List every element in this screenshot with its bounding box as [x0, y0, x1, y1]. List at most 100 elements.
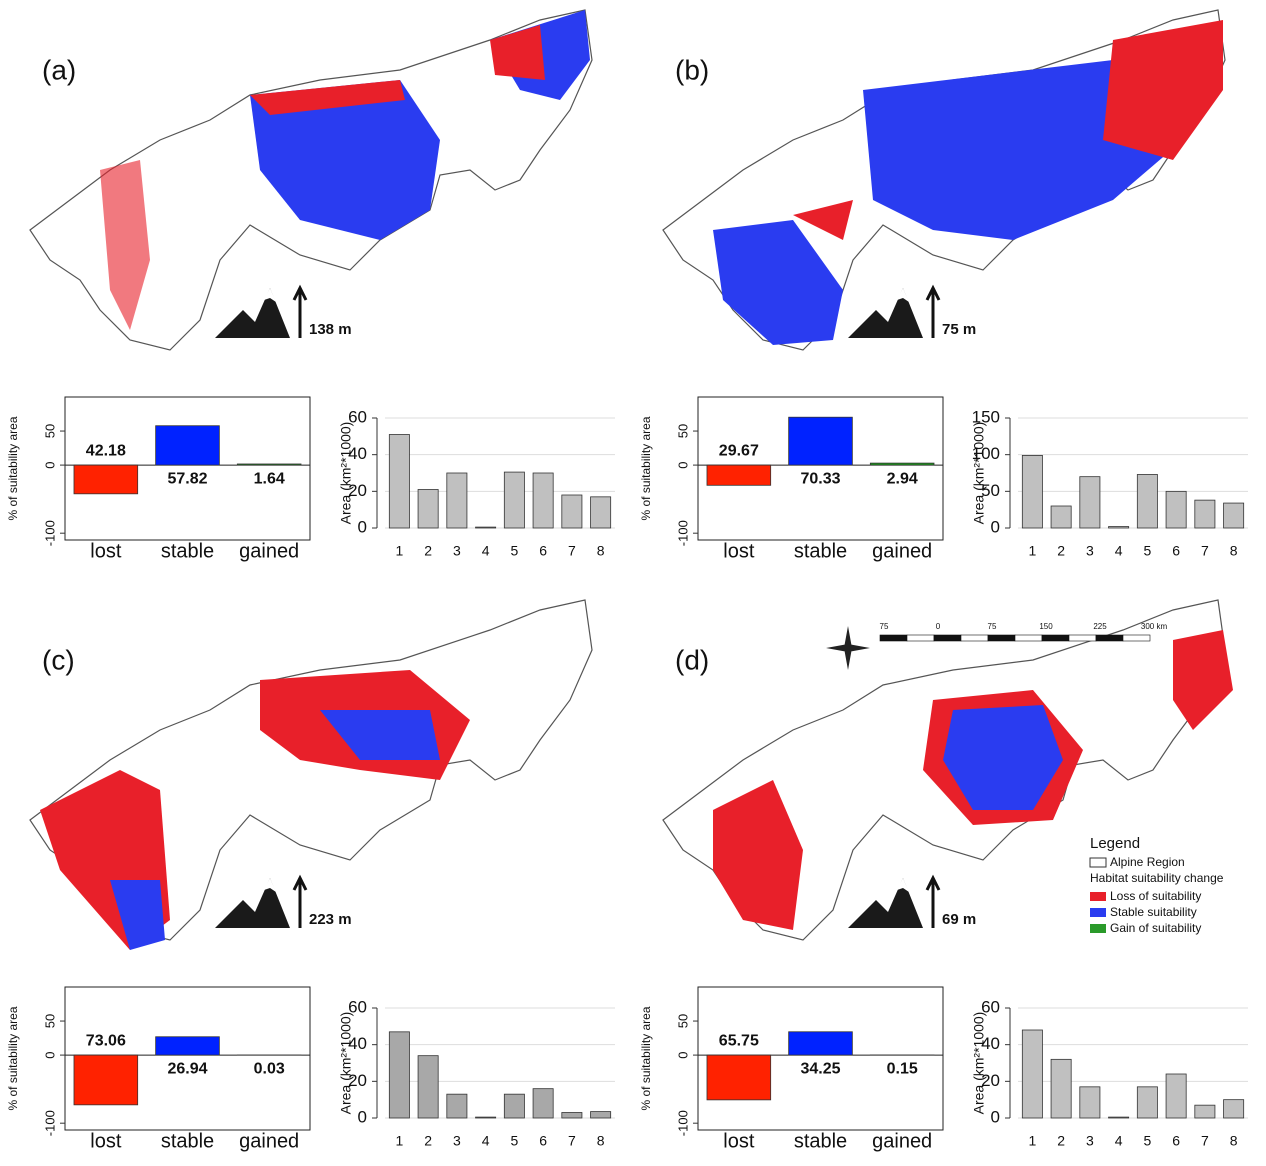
x-tick-label: lost	[723, 540, 755, 562]
x-tick-label: 6	[539, 1133, 547, 1149]
y-tick-label: 50	[675, 1014, 690, 1028]
bar	[446, 472, 468, 529]
y-tick-label: -100	[42, 1110, 57, 1136]
bar	[706, 1054, 772, 1101]
scale-segment	[987, 634, 1016, 642]
legend-swatch	[1090, 924, 1106, 933]
scale-segment	[1095, 634, 1124, 642]
bar	[590, 496, 612, 529]
legend-text: Stable suitability	[1110, 905, 1197, 919]
x-tick-label: gained	[872, 540, 932, 562]
value-label: 2.94	[887, 470, 918, 487]
map-c	[29, 599, 593, 950]
bar	[561, 494, 583, 529]
scale-segment	[1014, 634, 1043, 642]
mountain-snow	[897, 878, 909, 892]
elevation-label: 223 m	[309, 911, 352, 928]
value-label: 1.64	[254, 470, 285, 487]
y-tick-label: 50	[981, 481, 1000, 500]
y-tick-label: -100	[42, 520, 57, 546]
y-tick-label: 0	[675, 461, 690, 468]
x-tick-label: 4	[482, 543, 490, 559]
plot-frame	[64, 986, 311, 1131]
scale-segment	[960, 634, 989, 642]
compass	[826, 626, 870, 670]
x-tick-label: 4	[1115, 543, 1123, 559]
plot-frame	[64, 396, 311, 541]
y-axis-title: % of suitability area	[6, 1006, 20, 1110]
y-tick-label: 0	[991, 1107, 1000, 1126]
value-label: 70.33	[800, 470, 840, 487]
bar	[417, 489, 439, 529]
bar	[1079, 476, 1101, 529]
bar	[73, 464, 139, 495]
x-tick-label: gained	[239, 1130, 299, 1152]
x-tick-label: 6	[1172, 543, 1180, 559]
scale-segment	[1068, 634, 1097, 642]
x-tick-label: 7	[568, 1133, 576, 1149]
plot-frame	[697, 986, 944, 1131]
x-tick-label: 8	[1230, 543, 1238, 559]
bar	[1108, 526, 1130, 529]
bar	[1223, 1099, 1245, 1119]
x-tick-label: 1	[395, 1133, 403, 1149]
scale-segment	[1041, 634, 1070, 642]
x-tick-label: 3	[1086, 543, 1094, 559]
y-tick-label: 0	[991, 517, 1000, 536]
x-tick-label: 1	[1028, 1133, 1036, 1149]
x-tick-label: 3	[1086, 1133, 1094, 1149]
x-tick-label: 8	[597, 1133, 605, 1149]
value-label: 42.18	[86, 442, 126, 459]
legend-text: Alpine Region	[1110, 855, 1185, 869]
y-tick-label: 100	[972, 444, 1000, 463]
bar	[1021, 1029, 1043, 1119]
bar	[706, 464, 772, 486]
bar	[1108, 1116, 1130, 1119]
bar	[155, 1036, 220, 1056]
value-label: 0.15	[887, 1060, 918, 1077]
scale-segment	[879, 634, 908, 642]
legend-swatch	[1090, 908, 1106, 917]
y-tick-label: 50	[42, 1014, 57, 1028]
y-tick-label: 40	[348, 1034, 367, 1053]
legend-text: Gain of suitability	[1110, 921, 1201, 935]
y-tick-label: 60	[348, 997, 367, 1016]
bar	[788, 416, 853, 466]
panel-label: (c)	[42, 644, 75, 675]
arrow	[292, 284, 308, 338]
bar	[388, 1031, 410, 1119]
elevation-label: 69 m	[942, 911, 976, 928]
mountain-icon	[215, 288, 290, 338]
y-axis-title: % of suitability area	[639, 416, 653, 520]
x-tick-label: 2	[1057, 1133, 1065, 1149]
bar	[446, 1093, 468, 1119]
bar	[1021, 454, 1043, 529]
x-tick-label: stable	[161, 1130, 214, 1152]
bar	[1223, 502, 1245, 529]
y-axis-title: Area (km²*1000)	[338, 1012, 354, 1115]
x-tick-label: 7	[1201, 543, 1209, 559]
bar	[236, 463, 302, 466]
x-tick-label: stable	[161, 540, 214, 562]
legend-swatch	[1089, 857, 1107, 868]
x-tick-label: 6	[539, 543, 547, 559]
x-tick-label: lost	[723, 1130, 755, 1152]
scale-label: 75	[880, 622, 889, 631]
y-tick-label: 20	[348, 1071, 367, 1090]
bar	[788, 1031, 853, 1056]
x-tick-label: 7	[1201, 1133, 1209, 1149]
panel-label: (b)	[675, 54, 709, 85]
bar	[532, 472, 554, 529]
legend-subtitle: Habitat suitability change	[1090, 871, 1224, 885]
bar	[532, 1088, 554, 1119]
scale-label: 0	[936, 622, 941, 631]
scale-label: 300 km	[1141, 622, 1168, 631]
legend-text: Loss of suitability	[1110, 889, 1201, 903]
bar	[1165, 1073, 1187, 1119]
value-label: 29.67	[719, 442, 759, 459]
x-tick-label: gained	[872, 1130, 932, 1152]
map-b	[662, 9, 1226, 351]
mountain-snow	[897, 288, 909, 302]
legend-swatch	[1090, 892, 1106, 901]
x-tick-label: gained	[239, 540, 299, 562]
